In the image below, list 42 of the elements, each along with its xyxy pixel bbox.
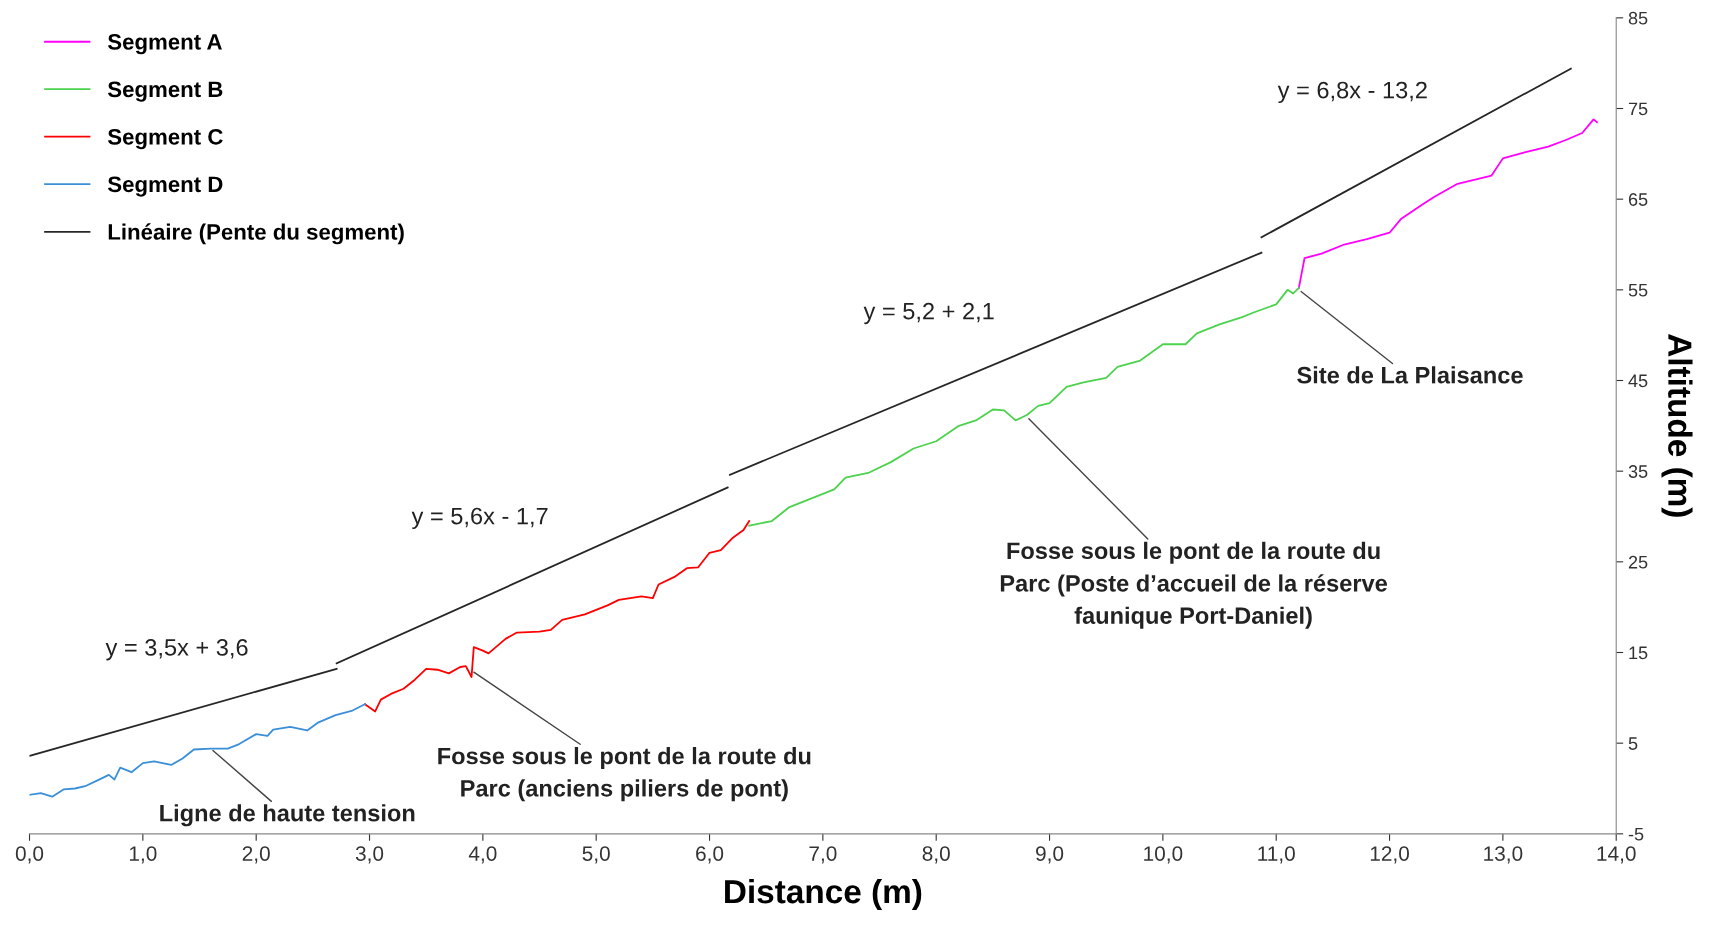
x-tick-label: 2,0	[242, 846, 270, 864]
annotation: Fosse sous le pont de la route du Parc (Poste d’accueil de la réserve faunique Port-Daniel)	[1000, 541, 1387, 629]
legend-label: Segment D	[107, 176, 223, 197]
x-tick-label: 13,0	[1484, 846, 1523, 864]
annotation: y = 6,8x - 13,2	[1277, 81, 1427, 104]
x-tick-label: 1,0	[129, 846, 157, 864]
y-tick-label: 85	[1628, 11, 1648, 25]
legend-label: Segment B	[107, 81, 223, 102]
x-tick-label: 3,0	[355, 846, 384, 864]
annotation: y = 3,5x + 3,6	[105, 639, 248, 661]
y-tick-label: -5	[1628, 827, 1644, 841]
annotation: y = 5,2 + 2,1	[863, 302, 994, 325]
y-tick-label: 35	[1628, 465, 1648, 478]
line-series	[29, 703, 366, 798]
x-tick-label: 7,0	[809, 846, 837, 864]
y-tick-label: 65	[1628, 193, 1648, 206]
x-axis-title: Distance (m)	[725, 878, 922, 911]
x-tick-label: 4,0	[468, 846, 497, 864]
annotation: Ligne de haute tension	[160, 804, 415, 827]
x-tick-label: 12,0	[1370, 846, 1409, 864]
legend-label: Segment C	[107, 128, 223, 150]
legend-label: Linéaire (Pente du segment)	[108, 223, 404, 245]
x-tick-label: 14,0	[1597, 846, 1636, 864]
y-tick-label: 25	[1628, 555, 1648, 569]
line-series	[1297, 118, 1598, 289]
annotation: Fosse sous le pont de la route du Parc (anciens piliers de pont)	[438, 747, 811, 802]
y-tick-label: 45	[1628, 374, 1648, 388]
annotation: y = 5,6x - 1,7	[411, 507, 548, 530]
x-tick-label: 0,0	[15, 846, 44, 864]
y-tick-label: 55	[1628, 283, 1648, 297]
legend-label: Segment A	[107, 33, 222, 55]
y-tick-label: 15	[1629, 646, 1648, 660]
y-tick-label: 5	[1628, 737, 1638, 750]
x-tick-label: 11,0	[1258, 846, 1295, 864]
x-tick-label: 10,0	[1144, 846, 1183, 864]
x-tick-label: 8,0	[922, 846, 950, 864]
x-tick-label: 9,0	[1036, 846, 1064, 864]
x-tick-label: 6,0	[696, 846, 724, 864]
y-tick-label: 75	[1628, 102, 1648, 116]
annotation: Site de La Plaisance	[1297, 366, 1523, 384]
y-axis-title: Altitude (m)	[1661, 334, 1693, 517]
x-tick-label: 5,0	[582, 846, 610, 864]
